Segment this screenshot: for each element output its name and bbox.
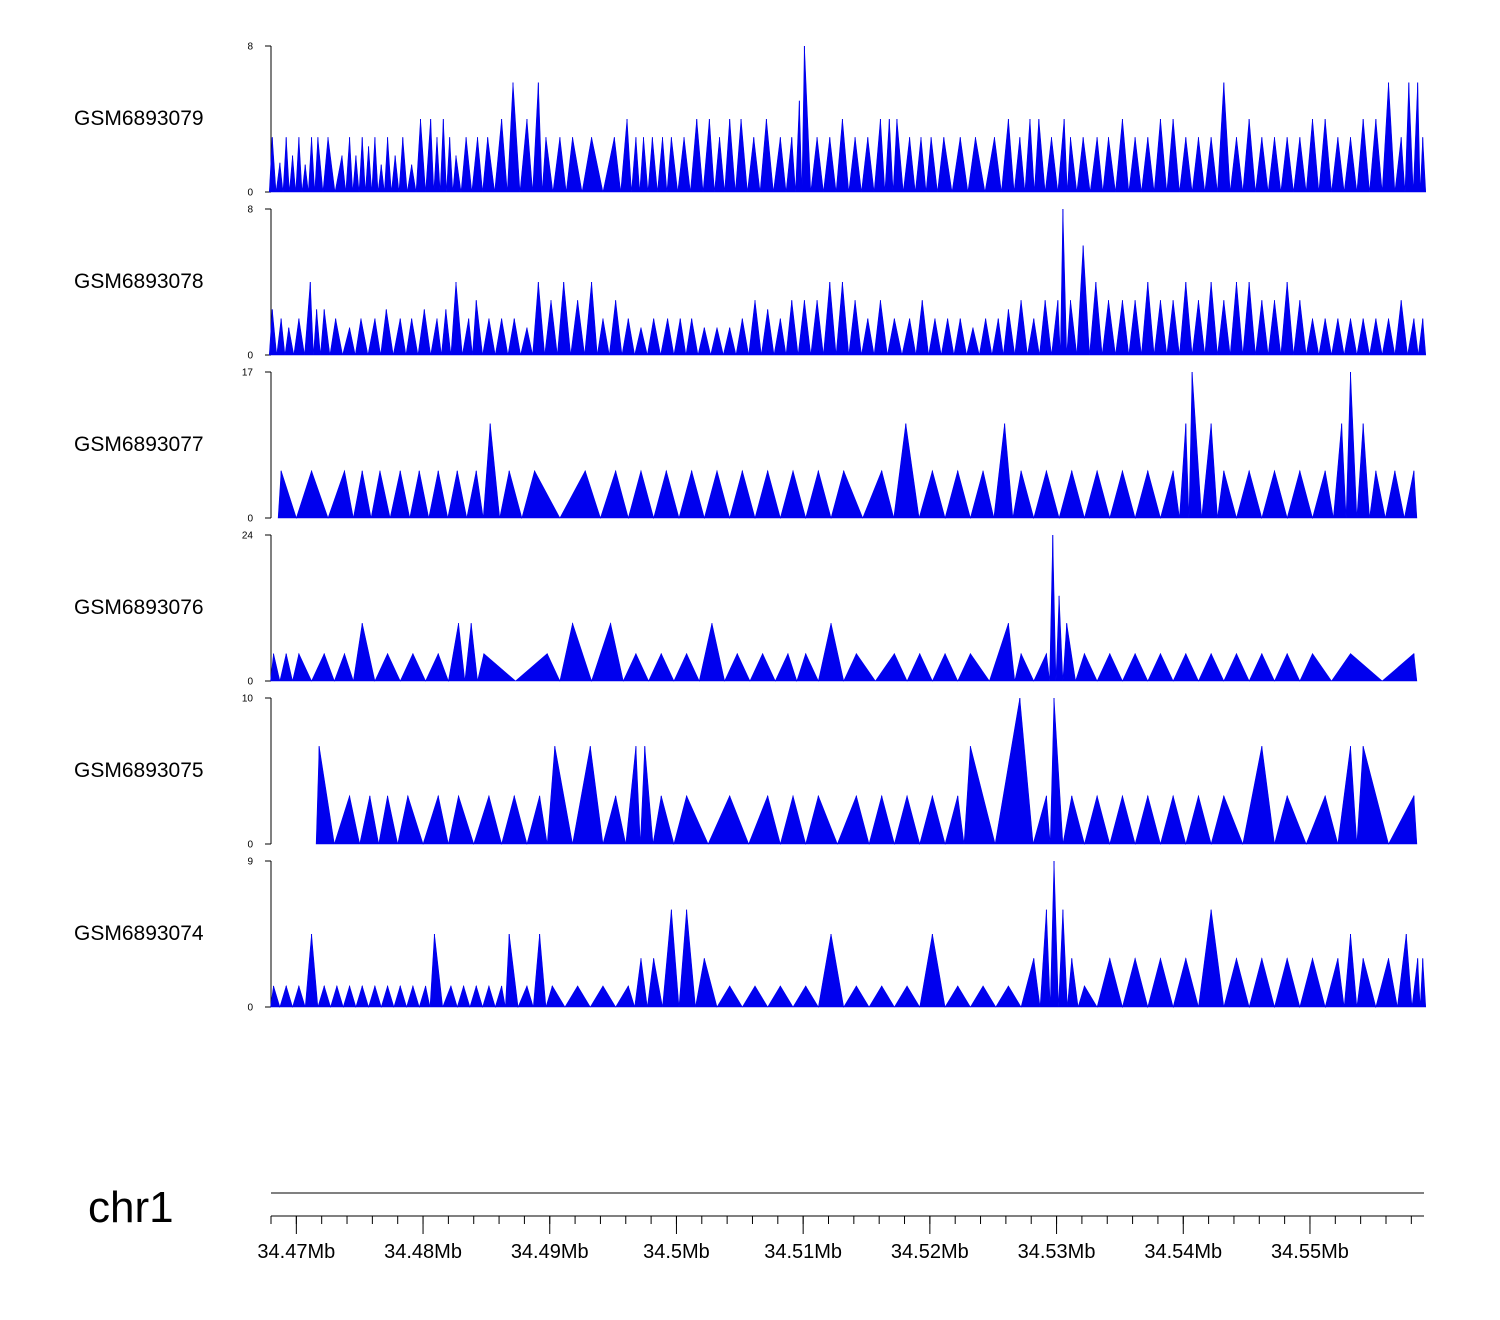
track-GSM6893078: GSM6893078 8 0 bbox=[74, 205, 1427, 362]
genome-tick-label: 34.53Mb bbox=[1018, 1241, 1096, 1263]
genome-tick-label: 34.48Mb bbox=[384, 1241, 462, 1263]
y-tick-label: 0 bbox=[247, 840, 253, 851]
coverage-tracks: GSM689307980GSM689307880GSM6893077170GSM… bbox=[74, 42, 1427, 1014]
genome-tick-label: 34.55Mb bbox=[1271, 1241, 1349, 1263]
genome-tick-label: 34.54Mb bbox=[1144, 1241, 1222, 1263]
track-label: GSM6893076 bbox=[74, 596, 204, 619]
genome-tick-label: 34.49Mb bbox=[511, 1241, 589, 1263]
coverage-area bbox=[270, 534, 1418, 683]
y-tick-label: 24 bbox=[242, 531, 254, 542]
chromosome-label: chr1 bbox=[88, 1183, 174, 1232]
y-tick-label: 0 bbox=[247, 677, 253, 688]
y-tick-label: 0 bbox=[247, 188, 253, 199]
genome-tick-label: 34.52Mb bbox=[891, 1241, 969, 1263]
track-label: GSM6893077 bbox=[74, 433, 204, 456]
track-GSM6893077: GSM6893077 17 0 bbox=[74, 368, 1418, 525]
track-GSM6893074: GSM6893074 9 0 bbox=[74, 857, 1427, 1014]
y-tick-label: 0 bbox=[247, 351, 253, 362]
track-label: GSM6893078 bbox=[74, 270, 204, 293]
coverage-area bbox=[277, 371, 1418, 520]
y-tick-label: 8 bbox=[247, 205, 253, 216]
genome-axis: chr1 34.47Mb 34.48Mb 34.49Mb 34.5Mb 34.51Mb 3… bbox=[88, 1183, 1424, 1263]
coverage-area bbox=[270, 860, 1427, 1009]
track-GSM6893075: GSM6893075 10 0 bbox=[74, 694, 1418, 851]
genome-tick-label: 34.51Mb bbox=[764, 1241, 842, 1263]
track-label: GSM6893079 bbox=[74, 107, 204, 130]
track-label: GSM6893074 bbox=[74, 922, 204, 945]
coverage-area bbox=[268, 208, 1427, 356]
genome-tick-label: 34.47Mb bbox=[257, 1241, 335, 1263]
y-tick-label: 9 bbox=[247, 857, 253, 868]
genome-tick-label: 34.5Mb bbox=[643, 1241, 710, 1263]
track-GSM6893076: GSM6893076 24 0 bbox=[74, 531, 1418, 688]
genome-ticks: 34.47Mb 34.48Mb 34.49Mb 34.5Mb 34.51Mb 34.52M… bbox=[257, 1216, 1412, 1263]
y-tick-label: 0 bbox=[247, 514, 253, 525]
track-GSM6893079: GSM6893079 8 0 bbox=[74, 42, 1427, 199]
track-label: GSM6893075 bbox=[74, 759, 204, 782]
y-tick-label: 10 bbox=[242, 694, 254, 705]
y-tick-label: 0 bbox=[247, 1003, 253, 1014]
coverage-area bbox=[268, 45, 1427, 193]
coverage-area bbox=[315, 697, 1418, 846]
y-tick-label: 17 bbox=[242, 368, 254, 379]
y-tick-label: 8 bbox=[247, 42, 253, 53]
